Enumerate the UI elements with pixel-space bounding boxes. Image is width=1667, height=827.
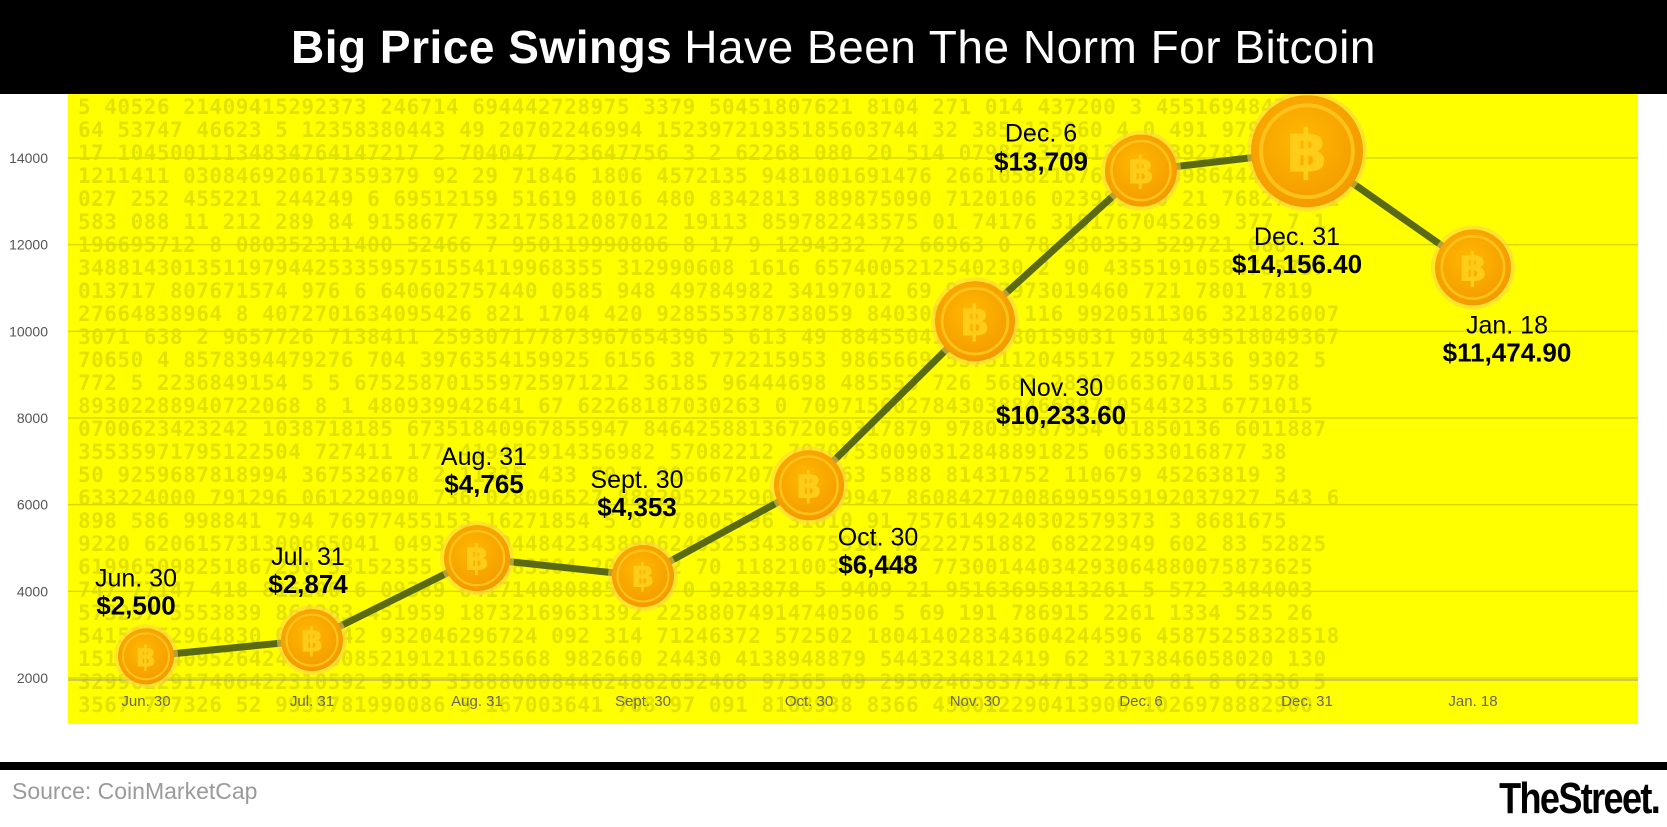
data-point-coin-8: ฿	[1431, 225, 1515, 310]
y-tick-label-6000: 6000	[17, 497, 48, 513]
svg-text:3299622917406422310592 9565 35: 3299622917406422310592 9565 358880008446…	[78, 670, 1327, 694]
y-tick-label-2000: 2000	[17, 670, 48, 686]
annotation-date: Jun. 30	[95, 564, 177, 592]
bottom-divider	[0, 762, 1667, 770]
svg-text:5 40526 21409415292373 246714: 5 40526 21409415292373 246714 6944427289…	[78, 95, 1300, 119]
svg-text:348814301351197944253359575155: 3488143013511979442533595751554119968355…	[78, 256, 1327, 280]
annotation-price: $6,448	[838, 549, 918, 579]
x-tick-label-8: Jan. 18	[1448, 693, 1497, 710]
y-tick-label-4000: 4000	[17, 583, 48, 599]
svg-text:0700623423242 1038718185 67351: 0700623423242 1038718185 673518409678559…	[78, 417, 1327, 441]
annotation-date: Dec. 6	[1005, 120, 1077, 148]
annotation-7: Dec. 31$14,156.40	[1232, 223, 1362, 279]
svg-text:583 088 11 212 289 84 9158677: 583 088 11 212 289 84 9158677 7321758120…	[78, 210, 1327, 234]
bitcoin-icon: ฿	[136, 639, 156, 673]
bitcoin-icon: ฿	[301, 620, 324, 659]
svg-text:619965098251867250 53152355 19: 619965098251867250 53152355 1933383504 2…	[78, 555, 1313, 579]
bitcoin-icon: ฿	[796, 464, 822, 507]
svg-text:50 9259687818994 367532678 2: 50 9259687818994 367532678 2 11325 433 7…	[78, 463, 1287, 487]
data-point-coin-0: ฿	[114, 624, 178, 689]
svg-text:633224000 791296 061229090 736: 633224000 791296 061229090 736 028096527…	[78, 486, 1340, 510]
svg-text:89302288940722068 8 1 480939: 89302288940722068 8 1 480939942641 67 62…	[78, 394, 1313, 418]
y-tick-label-10000: 10000	[9, 323, 48, 339]
annotation-date: Dec. 31	[1254, 223, 1340, 251]
svg-text:3567 777326 52 9935781990086 5: 3567 777326 52 9935781990086 5 167003641…	[78, 693, 1313, 717]
annotation-price: $2,500	[96, 590, 176, 620]
svg-text:772 5 2236849154 5 5 6752587: 772 5 2236849154 5 5 6752587015597259712…	[78, 371, 1300, 395]
chart-title-bold: Big Price Swings	[291, 21, 673, 73]
data-point-coin-7: ฿	[1247, 94, 1367, 212]
annotation-date: Oct. 30	[838, 523, 919, 551]
y-tick-label-14000: 14000	[9, 150, 48, 166]
annotation-date: Aug. 31	[441, 443, 527, 471]
x-tick-label-4: Oct. 30	[785, 693, 833, 710]
bitcoin-icon: ฿	[1286, 116, 1327, 185]
annotation-date: Nov. 30	[1019, 374, 1103, 402]
svg-text:3071 638 2 9657726 7138411 259: 3071 638 2 9657726 7138411 2593071778739…	[78, 325, 1340, 349]
bitcoin-icon: ฿	[1459, 245, 1487, 291]
x-tick-label-7: Dec. 31	[1281, 693, 1333, 710]
data-point-coin-6: ฿	[1101, 130, 1181, 211]
data-point-coin-1: ฿	[277, 605, 347, 676]
annotation-price: $11,474.90	[1443, 337, 1572, 367]
annotation-date: Sept. 30	[590, 466, 683, 494]
annotation-0: Jun. 30$2,500	[95, 564, 177, 620]
data-point-coin-3: ฿	[608, 541, 678, 612]
svg-text:747 77147 418 815200 6 09389 6: 747 77147 418 815200 6 09389 64171408088…	[78, 578, 1313, 602]
svg-text:27664838964 8 4072701634095426: 27664838964 8 4072701634095426 821 1704 …	[78, 302, 1340, 326]
annotation-price: $13,709	[994, 147, 1088, 177]
annotation-price: $10,233.60	[996, 400, 1126, 430]
chart-title-bar: Big Price Swings Have Been The Norm For …	[0, 0, 1667, 94]
x-tick-label-3: Sept. 30	[615, 693, 671, 710]
annotation-price: $4,353	[597, 492, 677, 522]
x-tick-label-1: Jul. 31	[290, 693, 334, 710]
annotation-8: Jan. 18$11,474.90	[1443, 311, 1572, 367]
y-tick-label-8000: 8000	[17, 410, 48, 426]
chart-title-rest: Have Been The Norm For Bitcoin	[684, 21, 1376, 73]
source-note: Source: CoinMarketCap	[12, 778, 258, 804]
data-point-coin-2: ฿	[440, 521, 514, 596]
bitcoin-icon: ฿	[960, 297, 989, 346]
line-chart: 5 40526 21409415292373 246714 6944427289…	[9, 94, 1638, 724]
annotation-2: Aug. 31$4,765	[441, 443, 527, 499]
annotation-date: Jul. 31	[271, 543, 345, 571]
bitcoin-icon: ฿	[1128, 149, 1154, 193]
svg-text:898 586 998841 794 769774551: 898 586 998841 794 76977455153 16271854 …	[78, 509, 1287, 533]
bitcoin-icon: ฿	[465, 539, 489, 579]
annotation-price: $2,874	[268, 569, 348, 599]
annotation-1: Jul. 31$2,874	[268, 543, 348, 599]
annotation-5: Nov. 30$10,233.60	[996, 374, 1126, 430]
annotation-price: $14,156.40	[1232, 249, 1362, 279]
svg-text:151580040952642461 30852191211: 151580040952642461 30852191211625668 982…	[78, 647, 1327, 671]
x-tick-label-2: Aug. 31	[451, 693, 503, 710]
svg-text:013717 807671574 976 6 6406027: 013717 807671574 976 6 640602757440 0585…	[78, 279, 1313, 303]
x-tick-label-6: Dec. 6	[1119, 693, 1162, 710]
data-point-coin-5: ฿	[931, 277, 1019, 366]
annotation-price: $4,765	[444, 469, 524, 499]
brand-logo: TheStreet.	[1498, 774, 1661, 823]
bitcoin-icon: ฿	[632, 556, 655, 595]
annotation-3: Sept. 30$4,353	[590, 466, 683, 522]
y-tick-label-12000: 12000	[9, 237, 48, 253]
annotation-4: Oct. 30$6,448	[838, 523, 919, 579]
x-tick-label-0: Jun. 30	[121, 693, 170, 710]
annotation-date: Jan. 18	[1466, 311, 1548, 339]
x-tick-label-5: Nov. 30	[950, 693, 1001, 710]
data-point-coin-4: ฿	[770, 446, 848, 525]
svg-text:573257 5553839 864383 451959: 573257 5553839 864383 451959 18732169631…	[78, 601, 1313, 625]
svg-text:35535971795122504 727411 177: 35535971795122504 727411 177 41945291435…	[78, 440, 1287, 464]
annotation-6: Dec. 6$13,709	[994, 120, 1088, 177]
svg-text:70650 4 8578394479276 704 3976: 70650 4 8578394479276 704 3976354159925 …	[78, 348, 1327, 372]
